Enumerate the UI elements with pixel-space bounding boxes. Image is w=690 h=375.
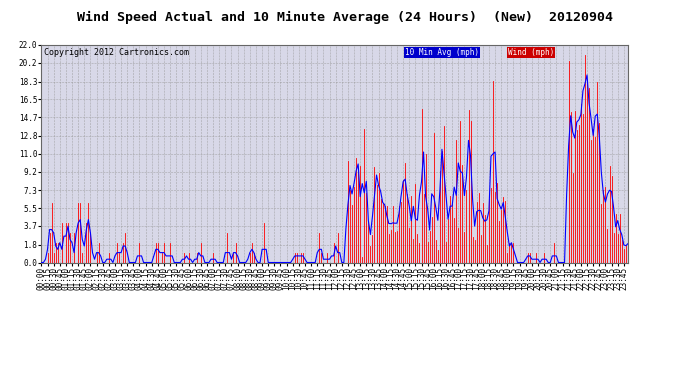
Text: 10 Min Avg (mph): 10 Min Avg (mph) xyxy=(405,48,479,57)
Text: Wind (mph): Wind (mph) xyxy=(508,48,554,57)
Text: Copyright 2012 Cartronics.com: Copyright 2012 Cartronics.com xyxy=(44,48,189,57)
Text: Wind Speed Actual and 10 Minute Average (24 Hours)  (New)  20120904: Wind Speed Actual and 10 Minute Average … xyxy=(77,11,613,24)
